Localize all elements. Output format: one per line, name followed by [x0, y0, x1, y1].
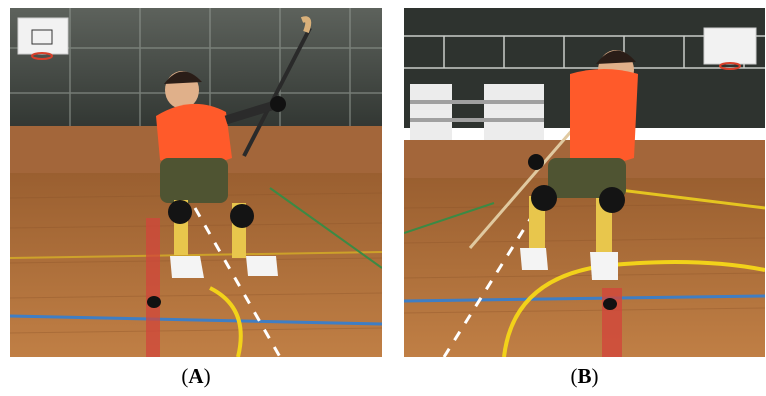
basketball-hoop	[17, 17, 69, 60]
caption-a-open: (	[181, 364, 189, 388]
floor-boards	[404, 203, 765, 314]
caption-b-letter: B	[577, 364, 592, 388]
photo-b-illustration	[404, 8, 765, 357]
bleachers	[410, 84, 544, 140]
court-blue-line	[404, 294, 765, 303]
court-dashed-line	[193, 207, 282, 357]
hockey-player	[156, 16, 312, 278]
caption-b-open: (	[570, 364, 578, 388]
court-yellow-arc	[209, 286, 243, 357]
court-yellow-line	[603, 186, 765, 210]
caption-b: (B)	[404, 364, 765, 389]
hockey-stick	[468, 127, 576, 249]
court-yellow-line	[10, 251, 382, 259]
basketball-hoop	[703, 27, 757, 70]
caption-b-close: )	[591, 364, 599, 388]
photo-panel-a	[10, 8, 382, 357]
training-bib	[570, 69, 638, 164]
photo-a-illustration	[10, 8, 382, 357]
hockey-ball	[147, 296, 161, 308]
photo-panel-b	[404, 8, 765, 357]
hockey-stick	[242, 27, 312, 157]
court-yellow-arc	[502, 260, 765, 357]
caption-a-close: )	[203, 364, 211, 388]
court-green-line	[404, 202, 495, 234]
caption-a-letter: A	[188, 364, 204, 388]
court-dashed-line	[442, 212, 536, 357]
training-bib	[156, 103, 232, 166]
hockey-ball	[603, 298, 617, 310]
hockey-player	[468, 50, 638, 280]
court-green-line	[269, 187, 382, 269]
court-red-strip	[146, 218, 160, 357]
caption-a: (A)	[10, 364, 382, 389]
court-blue-line	[10, 314, 382, 326]
